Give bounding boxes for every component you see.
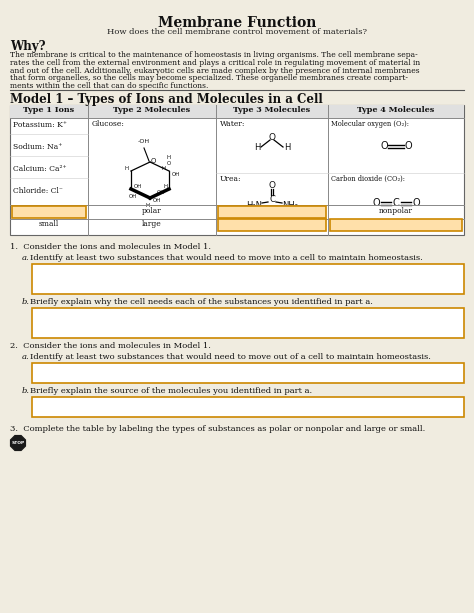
Text: H: H xyxy=(162,166,166,170)
Bar xyxy=(10,105,464,118)
Text: small: small xyxy=(39,220,59,228)
Bar xyxy=(330,219,462,231)
Text: NH₂: NH₂ xyxy=(282,202,298,210)
Text: rates the cell from the external environment and plays a critical role in regula: rates the cell from the external environ… xyxy=(10,59,420,67)
Text: Glucose:: Glucose: xyxy=(92,120,125,128)
Text: Water and carbon dioxide are a byproduct of cellularrespiration: Water and carbon dioxide are a byproduct… xyxy=(37,402,297,410)
Text: H: H xyxy=(284,143,290,153)
Text: OH: OH xyxy=(153,197,161,202)
Bar xyxy=(12,206,86,218)
Text: O: O xyxy=(268,181,275,191)
Text: O: O xyxy=(412,198,420,208)
Text: O: O xyxy=(380,141,388,151)
Text: The two substances that would need to move into a cell to maintain: The two substances that would need to mo… xyxy=(37,269,312,277)
Text: H: H xyxy=(164,183,168,189)
Text: 3.  Complete the table by labeling the types of substances as polar or nonpolar : 3. Complete the table by labeling the ty… xyxy=(10,425,425,433)
Text: ments within the cell that can do specific functions.: ments within the cell that can do specif… xyxy=(10,82,209,90)
Text: OH: OH xyxy=(157,189,165,194)
Text: H: H xyxy=(125,166,129,170)
Text: Membrane Function: Membrane Function xyxy=(158,16,316,30)
Text: How does the cell membrane control movement of materials?: How does the cell membrane control movem… xyxy=(107,28,367,36)
Text: Identify at least two substances that would need to move out of a cell to mainta: Identify at least two substances that wo… xyxy=(30,353,431,361)
Text: b.: b. xyxy=(22,298,30,306)
Text: polar: polar xyxy=(142,207,162,215)
Text: Polar: Polar xyxy=(39,207,59,215)
Text: a.: a. xyxy=(22,254,29,262)
Text: Oxygen, water, and glucose are necessary for cellular respiration; and ions for: Oxygen, water, and glucose are necessary… xyxy=(37,313,356,321)
Text: a.: a. xyxy=(22,353,29,361)
Text: Type 4 Molecules: Type 4 Molecules xyxy=(357,107,435,115)
Text: Molecular oxygen (O₂):: Molecular oxygen (O₂): xyxy=(331,120,409,128)
Text: Potassium: K⁺: Potassium: K⁺ xyxy=(13,121,67,129)
Text: Type 2 Molecules: Type 2 Molecules xyxy=(113,107,191,115)
Text: OH: OH xyxy=(172,172,181,177)
Bar xyxy=(32,308,464,338)
Bar xyxy=(32,363,464,383)
Text: large: large xyxy=(142,220,162,228)
Text: The membrane is critical to the maintenance of homeostasis in living organisms. : The membrane is critical to the maintena… xyxy=(10,51,418,59)
Text: OH: OH xyxy=(129,194,137,199)
Text: Carbon dioxide, water, ions, and urea would need to come out of the cell.: Carbon dioxide, water, ions, and urea wo… xyxy=(37,368,335,376)
Text: Water:: Water: xyxy=(220,120,246,128)
Text: and out of the cell. Additionally, eukaryotic cells are made complex by the pres: and out of the cell. Additionally, eukar… xyxy=(10,67,419,75)
Text: H₂N: H₂N xyxy=(246,202,262,210)
Text: Calcium: Ca²⁺: Calcium: Ca²⁺ xyxy=(13,165,67,173)
Text: Urea:: Urea: xyxy=(220,175,242,183)
Text: small: small xyxy=(262,220,282,228)
Text: Briefly explain why the cell needs each of the substances you identified in part: Briefly explain why the cell needs each … xyxy=(30,298,373,306)
Text: small: small xyxy=(386,220,406,228)
Text: Polar: Polar xyxy=(262,207,282,215)
Bar xyxy=(218,206,326,218)
Text: O: O xyxy=(404,141,412,151)
Text: H: H xyxy=(254,143,260,153)
Text: -OH: -OH xyxy=(138,139,150,144)
Bar xyxy=(10,105,464,235)
Text: O: O xyxy=(372,198,380,208)
Text: Type 3 Molecules: Type 3 Molecules xyxy=(233,107,310,115)
Text: b.: b. xyxy=(22,387,30,395)
Text: Sodium: Na⁺: Sodium: Na⁺ xyxy=(13,143,63,151)
Polygon shape xyxy=(10,436,26,451)
Text: Type 1 Ions: Type 1 Ions xyxy=(23,107,74,115)
Text: Identify at least two substances that would need to move into a cell to maintain: Identify at least two substances that wo… xyxy=(30,254,423,262)
Bar xyxy=(32,397,464,417)
Text: homeostasis are.. Oxygen, water, sugar, and ions.: homeostasis are.. Oxygen, water, sugar, … xyxy=(37,279,238,287)
Text: nonpolar: nonpolar xyxy=(379,207,413,215)
Text: O: O xyxy=(151,158,156,164)
Text: Carbon dioxide (CO₂):: Carbon dioxide (CO₂): xyxy=(331,175,405,183)
Text: Model 1 – Types of Ions and Molecules in a Cell: Model 1 – Types of Ions and Molecules in… xyxy=(10,93,323,106)
Text: Why?: Why? xyxy=(10,40,46,53)
Bar xyxy=(218,219,326,231)
Text: Briefly explain the source of the molecules you identified in part a.: Briefly explain the source of the molecu… xyxy=(30,387,312,395)
Text: C: C xyxy=(392,198,400,208)
Text: that form organelles, so the cells may become specialized. These organelle membr: that form organelles, so the cells may b… xyxy=(10,74,408,82)
Text: STOP: STOP xyxy=(11,441,25,445)
Text: Chloride: Cl⁻: Chloride: Cl⁻ xyxy=(13,187,63,195)
Text: energy.: energy. xyxy=(37,323,67,331)
Text: H
O: H O xyxy=(167,155,171,166)
Bar xyxy=(32,264,464,294)
Text: H: H xyxy=(146,203,150,208)
Text: 1.  Consider the ions and molecules in Model 1.: 1. Consider the ions and molecules in Mo… xyxy=(10,243,211,251)
Text: OH: OH xyxy=(134,183,142,189)
Text: O: O xyxy=(268,134,275,142)
Text: 2.  Consider the ions and molecules in Model 1.: 2. Consider the ions and molecules in Mo… xyxy=(10,342,211,350)
Text: C: C xyxy=(269,196,275,205)
